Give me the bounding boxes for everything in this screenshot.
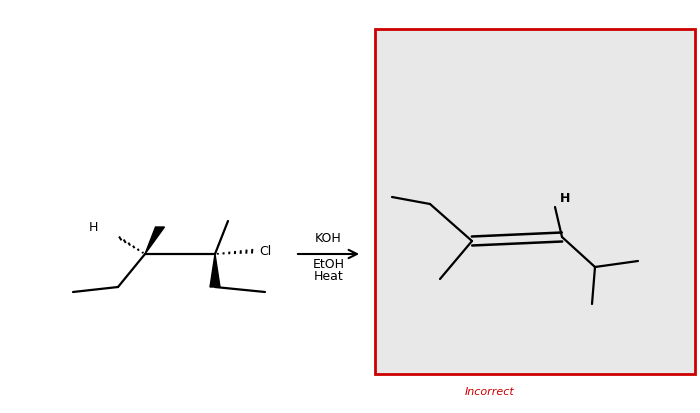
- Text: Heat: Heat: [314, 270, 344, 283]
- Text: Cl: Cl: [259, 245, 271, 258]
- Bar: [375, 30, 695, 374]
- Text: Incorrect: Incorrect: [465, 386, 515, 396]
- Text: KOH: KOH: [315, 232, 342, 245]
- Text: EtOH: EtOH: [312, 258, 344, 271]
- Text: H: H: [560, 191, 570, 204]
- Polygon shape: [145, 228, 164, 254]
- Text: H: H: [89, 221, 98, 234]
- Polygon shape: [210, 254, 220, 287]
